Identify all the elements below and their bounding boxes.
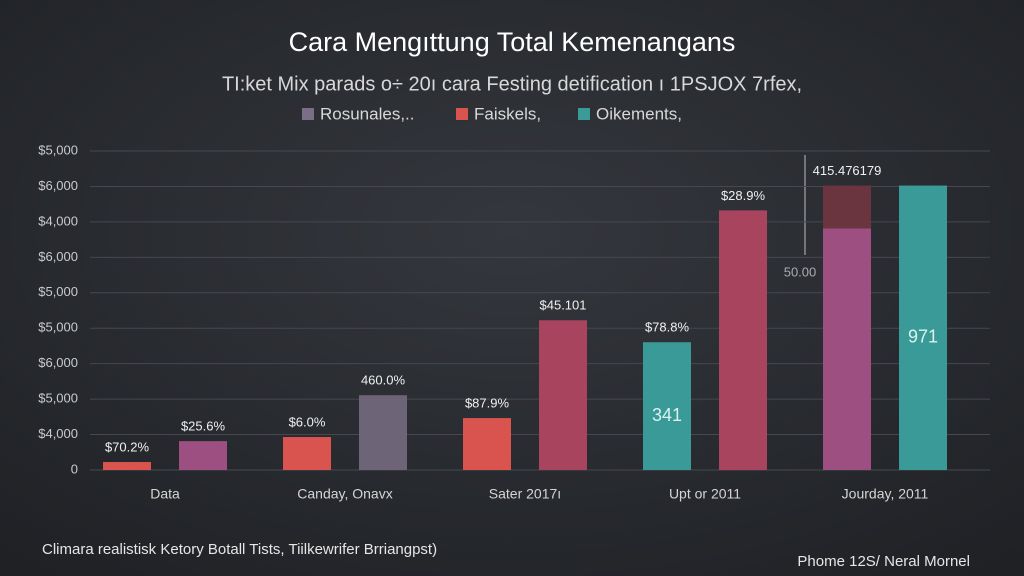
bar (823, 228, 871, 470)
legend-swatch (578, 108, 590, 120)
data-label: $28.9% (721, 188, 766, 203)
x-tick-label: Data (150, 486, 180, 502)
legend-swatch (302, 108, 314, 120)
data-label: $87.9% (465, 396, 510, 411)
data-label: $70.2% (105, 439, 150, 454)
bar (539, 320, 587, 470)
data-label: $45.101 (540, 298, 587, 313)
y-tick-label: $5,000 (38, 320, 78, 335)
chart-subtitle: TI:ket Mix parads o÷ 20ı cara Festing de… (222, 73, 802, 95)
x-tick-label: Upt or 2011 (669, 486, 741, 502)
chart-title: Cara Mengıttung Total Kemenangans (289, 27, 736, 57)
legend-label: Rosunales,.. (320, 104, 415, 123)
y-tick-label: $6,000 (38, 249, 78, 264)
y-tick-label: 0 (71, 461, 78, 476)
y-tick-label: $6,000 (38, 355, 78, 370)
bar (643, 342, 691, 470)
footer-right: Phome 12S/ Neral Mornel (797, 553, 970, 570)
bar (359, 395, 407, 470)
legend-label: Oikements, (596, 104, 682, 123)
y-tick-label: $6,000 (38, 178, 78, 193)
footer-left: Climara realistisk Ketory Botall Tists, … (42, 541, 437, 558)
x-tick-label: Canday, Onavx (297, 486, 392, 502)
y-tick-label: $5,000 (38, 391, 78, 406)
x-tick-label: Jourday, 2011 (842, 486, 929, 502)
inner-label: 341 (652, 405, 682, 425)
bar (283, 437, 331, 470)
data-label: $25.6% (181, 419, 226, 434)
bar (103, 462, 151, 470)
bar (823, 185, 871, 229)
inner-label: 971 (908, 327, 938, 347)
legend-label: Faiskels, (474, 104, 541, 123)
x-tick-label: Sater 2017ı (489, 486, 561, 502)
legend-swatch (456, 108, 468, 120)
y-tick-label: $5,000 (38, 142, 78, 157)
data-label: 415.476179 (813, 163, 882, 178)
bar (463, 418, 511, 470)
y-tick-label: $5,000 (38, 284, 78, 299)
y-tick-label: $4,000 (38, 213, 78, 228)
annotation: 50.00 (784, 264, 817, 279)
data-label: $78.8% (645, 320, 690, 335)
data-label: $6.0% (289, 414, 326, 429)
bar (179, 441, 227, 470)
y-tick-label: $4,000 (38, 426, 78, 441)
data-label: 460.0% (361, 373, 406, 388)
bar (719, 210, 767, 470)
bar (899, 185, 947, 470)
